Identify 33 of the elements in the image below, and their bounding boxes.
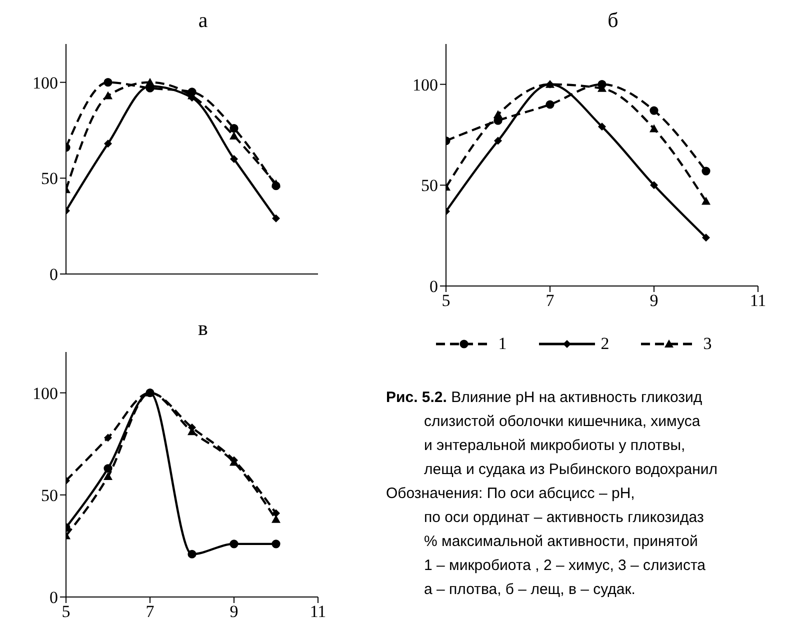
y-tick-label: 0	[50, 588, 58, 608]
text: Влияние рН на активность гликозид	[451, 389, 702, 406]
x-tick-label: 7	[546, 291, 555, 310]
chart-title: а	[197, 8, 209, 34]
text: слизистой оболочки кишечника, химуса	[423, 412, 702, 432]
x-tick-label: 5	[62, 602, 70, 622]
x-tick-label: 7	[146, 602, 155, 622]
y-tick-label: 0	[50, 265, 58, 284]
text: 1 – микробиота , 2 – химус, 3 – слизиста	[423, 556, 706, 576]
chart-title: б	[606, 8, 620, 34]
legend-label: 3	[703, 334, 712, 354]
chart-title: в	[197, 316, 209, 342]
text: леща и судака из Рыбинского водохранил	[423, 460, 718, 480]
y-tick-label: 50	[41, 169, 58, 188]
legend-label: 1	[498, 334, 507, 354]
legend-label: 2	[600, 334, 610, 354]
y-tick-label: 100	[412, 75, 438, 94]
text: % максимальной активности, принятой	[423, 532, 699, 552]
text: и энтеральной микробиоты у плотвы,	[423, 436, 686, 456]
text: а – плотва, б – лещ, в – судак.	[423, 580, 636, 600]
y-tick-label: 100	[32, 384, 58, 403]
x-tick-label: 11	[750, 291, 766, 310]
text: Обозначения: По оси абсцисс – рН,	[386, 484, 636, 504]
x-tick-label: 9	[650, 291, 658, 310]
y-tick-label: 50	[41, 486, 58, 505]
y-tick-label: 100	[32, 73, 58, 92]
text: по оси ординат – активность гликозидаз	[423, 508, 705, 528]
text: Рис. 5.2.	[386, 389, 448, 406]
x-tick-label: 9	[230, 602, 238, 622]
x-tick-label: 11	[310, 602, 326, 622]
y-tick-label: 50	[421, 176, 438, 196]
x-tick-label: 5	[442, 291, 450, 310]
y-tick-label: 0	[430, 277, 438, 296]
